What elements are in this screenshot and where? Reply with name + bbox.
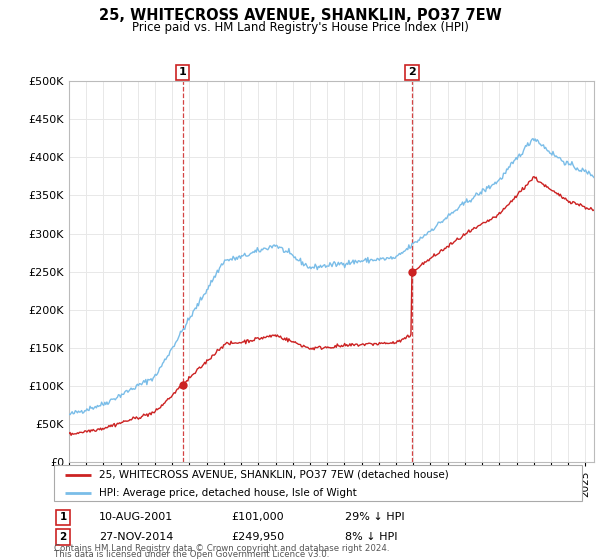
Text: 27-NOV-2014: 27-NOV-2014 bbox=[99, 532, 173, 542]
Text: HPI: Average price, detached house, Isle of Wight: HPI: Average price, detached house, Isle… bbox=[99, 488, 356, 498]
Text: Contains HM Land Registry data © Crown copyright and database right 2024.: Contains HM Land Registry data © Crown c… bbox=[54, 544, 389, 553]
Text: Price paid vs. HM Land Registry's House Price Index (HPI): Price paid vs. HM Land Registry's House … bbox=[131, 21, 469, 34]
Text: 1: 1 bbox=[59, 512, 67, 522]
Text: 25, WHITECROSS AVENUE, SHANKLIN, PO37 7EW: 25, WHITECROSS AVENUE, SHANKLIN, PO37 7E… bbox=[98, 8, 502, 24]
Text: 1: 1 bbox=[179, 67, 187, 77]
Text: This data is licensed under the Open Government Licence v3.0.: This data is licensed under the Open Gov… bbox=[54, 550, 329, 559]
Text: 2: 2 bbox=[59, 532, 67, 542]
Text: 2: 2 bbox=[408, 67, 416, 77]
Text: £249,950: £249,950 bbox=[231, 532, 284, 542]
FancyBboxPatch shape bbox=[54, 465, 582, 501]
Text: 29% ↓ HPI: 29% ↓ HPI bbox=[345, 512, 404, 522]
Text: 25, WHITECROSS AVENUE, SHANKLIN, PO37 7EW (detached house): 25, WHITECROSS AVENUE, SHANKLIN, PO37 7E… bbox=[99, 470, 449, 480]
Text: 8% ↓ HPI: 8% ↓ HPI bbox=[345, 532, 398, 542]
Text: 10-AUG-2001: 10-AUG-2001 bbox=[99, 512, 173, 522]
Text: £101,000: £101,000 bbox=[231, 512, 284, 522]
